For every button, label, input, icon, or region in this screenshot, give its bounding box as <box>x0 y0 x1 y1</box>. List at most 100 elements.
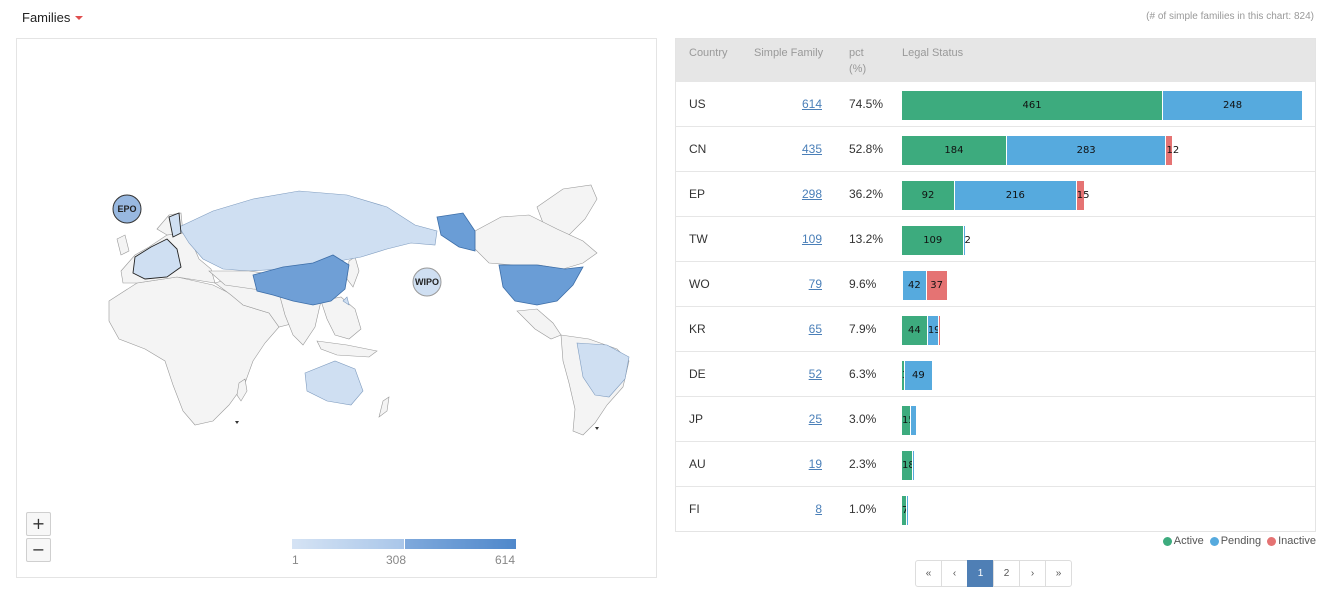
legal-status-bar[interactable]: 18 <box>902 451 915 480</box>
family-table: Country Simple Family pct (%) Legal Stat… <box>675 38 1316 532</box>
legal-status-bar[interactable]: 92 216 15 <box>902 181 1089 210</box>
russia-region <box>178 190 438 272</box>
country-cell: DE <box>689 367 706 381</box>
pct-cell: 2.3% <box>849 457 877 471</box>
legend-active[interactable]: Active <box>1162 535 1204 547</box>
inactive-segment[interactable]: 15 <box>1075 181 1089 210</box>
simple-family-link[interactable]: 614 <box>801 97 822 111</box>
active-segment[interactable]: 7 <box>902 496 908 525</box>
epo-label: EPO <box>117 204 136 214</box>
page-prev-button[interactable]: ‹ <box>941 560 968 587</box>
simple-family-link[interactable]: 298 <box>801 187 822 201</box>
header-legal-status: Legal Status <box>902 47 964 59</box>
indonesia-region <box>316 340 378 358</box>
inactive-segment[interactable] <box>937 316 940 345</box>
legal-status-bar[interactable]: 44 19 <box>902 316 941 345</box>
legend-pending-label: Pending <box>1220 535 1262 547</box>
legal-status-bar[interactable]: 42 37 <box>902 271 947 300</box>
active-segment[interactable]: 461 <box>902 91 1163 120</box>
page-next-button[interactable]: › <box>1019 560 1046 587</box>
pending-segment[interactable]: 49 <box>904 361 932 390</box>
taiwan-region <box>342 296 350 306</box>
pct-cell: 9.6% <box>849 277 877 291</box>
se-asia-region <box>320 296 362 340</box>
active-segment[interactable]: 15 <box>902 406 915 435</box>
header-simple-family[interactable]: Simple Family <box>754 47 824 59</box>
pending-segment[interactable]: 19 <box>926 316 941 345</box>
families-title: Families <box>22 10 71 25</box>
china-region <box>252 254 350 306</box>
legal-status-bar[interactable]: 109 2 <box>902 226 971 255</box>
table-row: DE 52 6.3% 349 <box>676 352 1315 397</box>
country-cell: JP <box>689 412 704 426</box>
simple-family-link[interactable]: 52 <box>808 367 822 381</box>
pending-segment[interactable]: 283 <box>1005 136 1166 165</box>
canada-region <box>474 214 598 270</box>
inactive-segment[interactable]: 37 <box>925 271 947 300</box>
page-last-button[interactable]: » <box>1045 560 1072 587</box>
pending-segment[interactable]: 216 <box>953 181 1076 210</box>
antarctic-dot <box>235 421 239 424</box>
active-segment[interactable]: 109 <box>902 226 964 255</box>
active-segment[interactable]: 184 <box>902 136 1006 165</box>
simple-family-link[interactable]: 435 <box>801 142 822 156</box>
legal-status-bar[interactable]: 349 <box>902 361 932 390</box>
pending-segment[interactable]: 42 <box>902 271 926 300</box>
finland-region <box>168 212 182 238</box>
legend-active-label: Active <box>1173 535 1204 547</box>
header-pct-unit: (%) <box>849 63 867 75</box>
simple-family-link[interactable]: 19 <box>808 457 822 471</box>
wipo-marker[interactable]: WIPO <box>412 267 442 297</box>
pct-cell: 52.8% <box>849 142 884 156</box>
legal-status-bar[interactable]: 15 <box>902 406 917 435</box>
legend-low-segment <box>292 539 404 549</box>
pct-cell: 13.2% <box>849 232 884 246</box>
active-segment[interactable]: 44 <box>902 316 927 345</box>
active-segment[interactable]: 92 <box>902 181 954 210</box>
zoom-in-button[interactable]: + <box>26 512 51 536</box>
pct-cell: 36.2% <box>849 187 884 201</box>
legal-status-bar[interactable]: 461 248 <box>902 91 1302 120</box>
pending-segment[interactable] <box>905 496 908 525</box>
page-2-button[interactable]: 2 <box>993 560 1020 587</box>
simple-family-link[interactable]: 79 <box>808 277 822 291</box>
legend-min-label: 1 <box>292 553 299 567</box>
pending-segment[interactable]: 2 <box>963 226 971 255</box>
nz-region <box>378 396 390 418</box>
country-cell: FI <box>689 502 700 516</box>
header-pct-label: pct <box>849 47 864 59</box>
legend-high-segment <box>404 539 516 549</box>
pending-segment[interactable] <box>910 406 917 435</box>
header-pct[interactable]: pct (%) <box>849 45 866 77</box>
page-1-button[interactable]: 1 <box>967 560 994 587</box>
simple-family-link[interactable]: 109 <box>801 232 822 246</box>
country-cell: US <box>689 97 706 111</box>
simple-family-link[interactable]: 25 <box>808 412 822 426</box>
pending-segment[interactable]: 248 <box>1162 91 1302 120</box>
country-cell: KR <box>689 322 706 336</box>
country-cell: AU <box>689 457 706 471</box>
country-cell: TW <box>689 232 708 246</box>
usa-region <box>498 264 584 306</box>
header-country[interactable]: Country <box>689 47 728 59</box>
epo-marker[interactable]: EPO <box>112 194 142 224</box>
page-first-button[interactable]: « <box>915 560 942 587</box>
legal-status-bar[interactable]: 7 <box>902 496 908 525</box>
pct-cell: 3.0% <box>849 412 877 426</box>
inactive-segment[interactable]: 12 <box>1165 136 1179 165</box>
legend-pending[interactable]: Pending <box>1209 535 1262 547</box>
active-segment[interactable]: 18 <box>902 451 915 480</box>
zoom-out-button[interactable]: − <box>26 538 51 562</box>
legend-mid-label: 308 <box>386 553 407 567</box>
table-row: TW 109 13.2% 109 2 <box>676 217 1315 262</box>
simple-family-link[interactable]: 65 <box>808 322 822 336</box>
pct-cell: 74.5% <box>849 97 884 111</box>
pct-cell: 1.0% <box>849 502 877 516</box>
simple-family-link[interactable]: 8 <box>815 502 822 516</box>
status-legend: Active Pending Inactive <box>1162 535 1316 547</box>
world-map[interactable]: EPO WIPO <box>17 39 657 578</box>
pending-segment[interactable] <box>912 451 915 480</box>
legal-status-bar[interactable]: 184 283 12 <box>902 136 1179 165</box>
families-dropdown[interactable]: Families <box>22 10 84 25</box>
legend-inactive[interactable]: Inactive <box>1267 535 1316 547</box>
